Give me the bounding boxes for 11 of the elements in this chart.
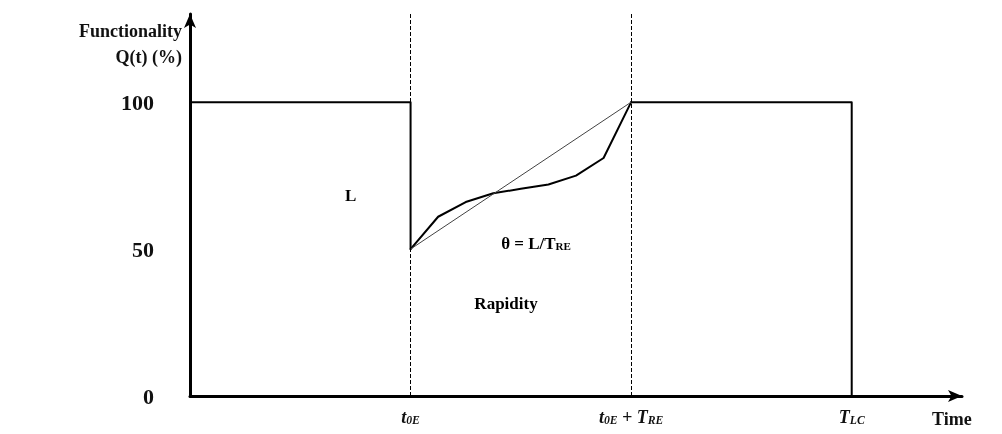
- x-tick-label: TLC: [838, 407, 865, 427]
- y-tick-label: 0: [143, 383, 154, 409]
- y-axis-title: Functionality Q(t) (%): [78, 21, 182, 68]
- y-tick-label: 100: [121, 89, 154, 115]
- annotation: θ = L/TRE: [501, 233, 571, 253]
- annotation: L: [345, 185, 357, 205]
- x-tick-label: t0E + TRE: [598, 407, 664, 427]
- annotation: Rapidity: [474, 294, 539, 314]
- x-tick-label: t0E: [401, 407, 421, 427]
- x-axis-title: Time: [932, 409, 972, 429]
- y-tick-label: 50: [132, 236, 154, 262]
